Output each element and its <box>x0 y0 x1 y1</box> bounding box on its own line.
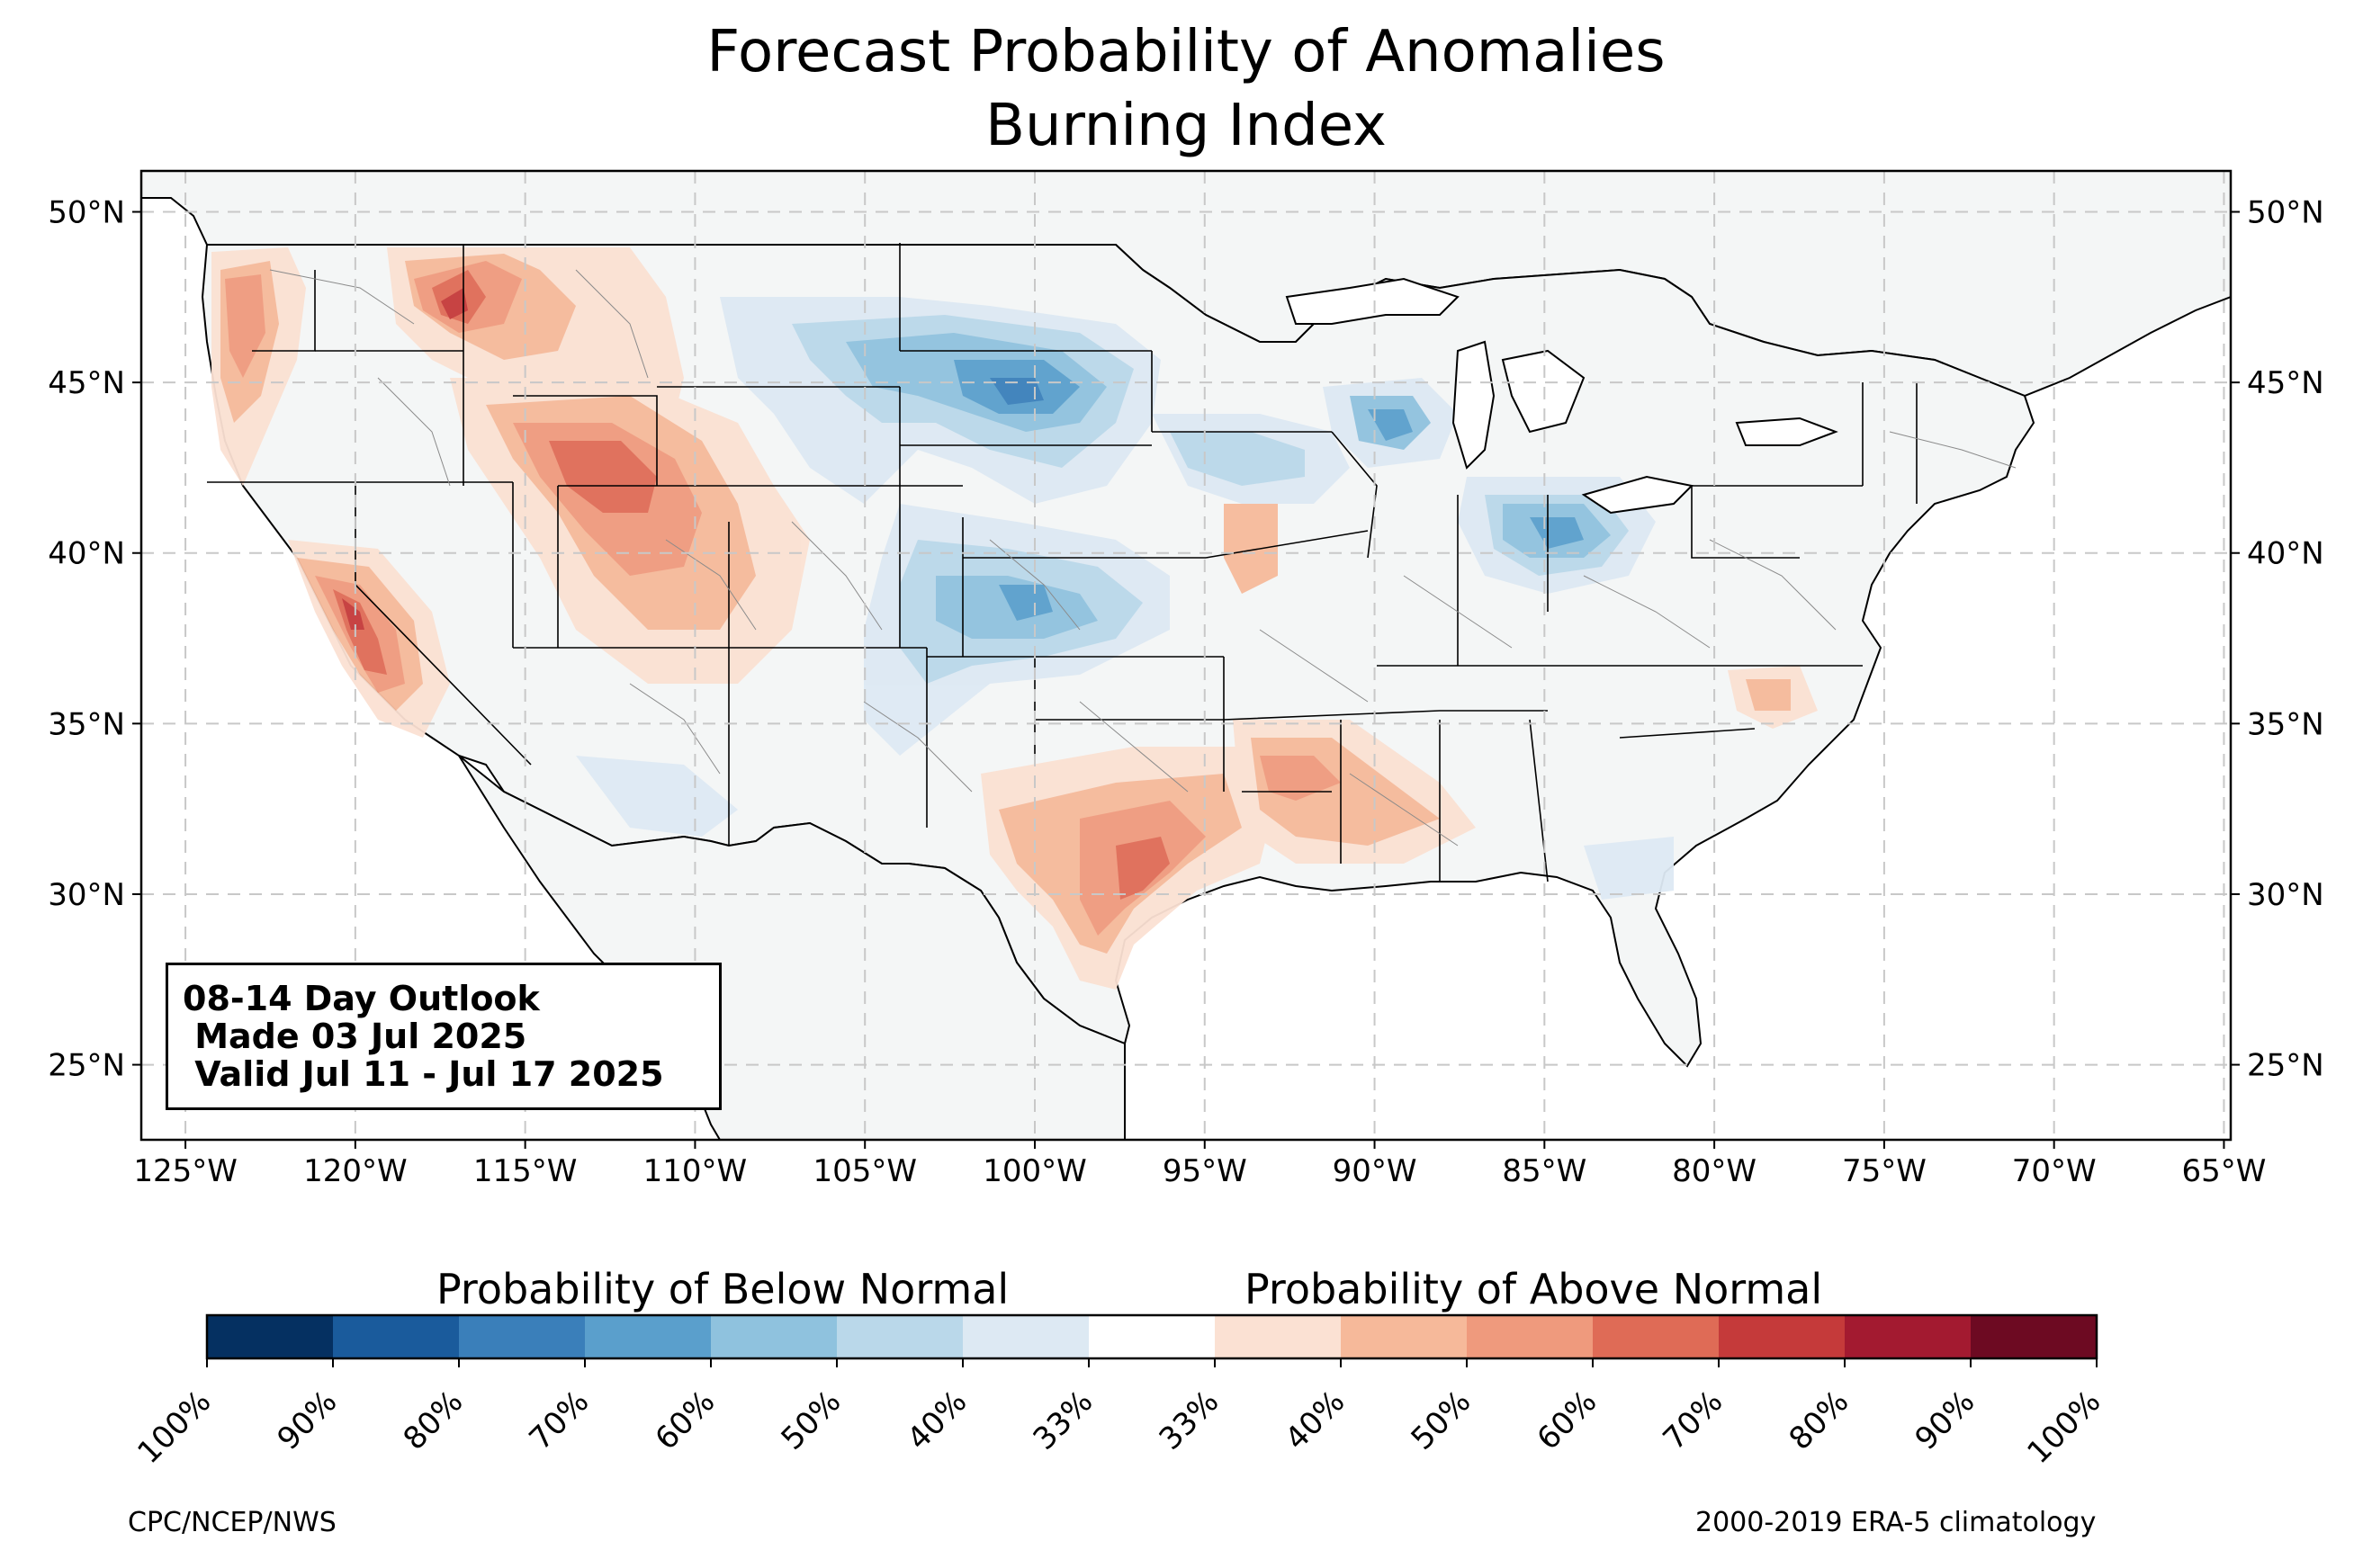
footer-climatology: 2000-2019 ERA-5 climatology <box>1695 1507 2097 1538</box>
lat-label-left: 40°N <box>48 536 125 572</box>
colorbar-tick-label: 60% <box>1531 1384 1604 1457</box>
colorbar-below-label: Probability of Below Normal <box>436 1265 1010 1313</box>
colorbar-swatch <box>837 1315 964 1358</box>
map-frame <box>139 169 2233 1142</box>
lat-label-right: 40°N <box>2247 536 2324 572</box>
outlook-info-box: 08-14 Day Outlook Made 03 Jul 2025 Valid… <box>166 963 722 1110</box>
lat-label-right: 50°N <box>2247 195 2324 231</box>
lon-label: 70°W <box>2012 1153 2097 1189</box>
lat-label-right: 30°N <box>2247 877 2324 913</box>
colorbar-tick-label: 33% <box>1027 1384 1101 1457</box>
colorbar-swatch <box>1215 1315 1342 1358</box>
colorbar-swatch <box>459 1315 586 1358</box>
colorbar-tick-label: 40% <box>901 1384 975 1457</box>
outlook-period: 08-14 Day Outlook <box>183 979 540 1018</box>
lon-label: 65°W <box>2182 1153 2267 1189</box>
lon-label: 80°W <box>1672 1153 1757 1189</box>
colorbar-tick-label: 50% <box>775 1384 849 1457</box>
lon-label: 105°W <box>813 1153 917 1189</box>
colorbar-above-label: Probability of Above Normal <box>1244 1265 1823 1313</box>
chart-title: Forecast Probability of Anomalies <box>706 19 1666 85</box>
colorbar-ticks: 100% 90% 80% 70% 60% 50% 40% 33% 33% 40% 50% 60% 70%… <box>130 1358 2107 1471</box>
chart-subtitle: Burning Index <box>985 93 1387 159</box>
lat-label-left: 50°N <box>48 195 125 231</box>
colorbar-swatch <box>1341 1315 1468 1358</box>
lon-label: 125°W <box>133 1153 238 1189</box>
lat-label-left: 25°N <box>48 1048 125 1084</box>
lat-label-left: 30°N <box>48 877 125 913</box>
colorbar-tick-label: 80% <box>1783 1384 1856 1457</box>
colorbar-tick-label: 90% <box>271 1384 345 1457</box>
colorbar-tick-label: 60% <box>649 1384 723 1457</box>
colorbar-swatch <box>1719 1315 1846 1358</box>
outlook-valid-range: Valid Jul 11 - Jul 17 2025 <box>183 1054 664 1094</box>
county-lines <box>269 269 2017 847</box>
lon-label: 120°W <box>303 1153 408 1189</box>
colorbar-swatch <box>711 1315 838 1358</box>
lon-label: 100°W <box>983 1153 1087 1189</box>
great-lakes <box>1285 277 1838 515</box>
colorbar-swatch <box>963 1315 1090 1358</box>
colorbar-tick-label: 33% <box>1153 1384 1226 1457</box>
lon-label: 95°W <box>1163 1153 1247 1189</box>
colorbar-tick-label: 70% <box>523 1384 597 1457</box>
colorbar-tick-label: 100% <box>130 1384 218 1471</box>
above-normal-shading <box>211 247 1818 990</box>
lat-label-left: 45°N <box>48 365 125 401</box>
lon-label: 75°W <box>1842 1153 1927 1189</box>
colorbar-tick-label: 80% <box>397 1384 471 1457</box>
lat-label-right: 35°N <box>2247 706 2324 742</box>
lon-label: 110°W <box>643 1153 748 1189</box>
lon-label: 85°W <box>1502 1153 1586 1189</box>
colorbar-swatch <box>1971 1315 2098 1358</box>
colorbar-tick-label: 50% <box>1405 1384 1478 1457</box>
lat-label-right: 25°N <box>2247 1048 2324 1084</box>
colorbar-tick-label: 100% <box>2020 1384 2107 1471</box>
below-normal-shading <box>576 297 1674 900</box>
colorbar-swatch <box>333 1315 460 1358</box>
probability-colorbar <box>205 1313 2098 1360</box>
colorbar-swatch <box>1593 1315 1720 1358</box>
colorbar-swatch <box>1845 1315 1972 1358</box>
lon-label: 90°W <box>1333 1153 1417 1189</box>
colorbar-tick-label: 70% <box>1657 1384 1730 1457</box>
footer-source: CPC/NCEP/NWS <box>128 1507 337 1538</box>
outlook-made-date: Made 03 Jul 2025 <box>183 1017 527 1056</box>
lon-label: 115°W <box>473 1153 578 1189</box>
colorbar-swatch <box>207 1315 334 1358</box>
colorbar-tick-label: 40% <box>1279 1384 1352 1457</box>
colorbar-swatch <box>1089 1315 1216 1358</box>
colorbar-swatch <box>1467 1315 1594 1358</box>
colorbar-tick-label: 90% <box>1909 1384 1982 1457</box>
colorbar-frame <box>205 1313 2098 1360</box>
lat-label-left: 35°N <box>48 706 125 742</box>
lat-label-right: 45°N <box>2247 365 2324 401</box>
colorbar-swatch <box>585 1315 712 1358</box>
